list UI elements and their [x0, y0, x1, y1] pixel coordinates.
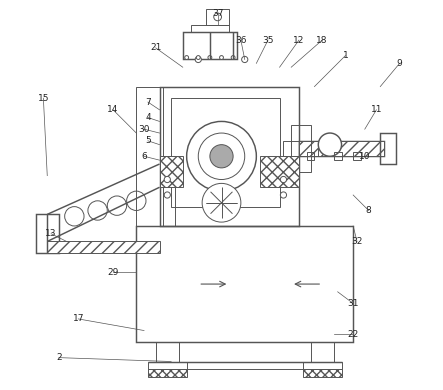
Text: 32: 32	[351, 237, 363, 246]
Bar	[206, 9, 229, 25]
Circle shape	[202, 183, 241, 222]
Text: 12: 12	[293, 35, 305, 44]
Circle shape	[208, 56, 212, 59]
Text: 35: 35	[262, 35, 274, 44]
Bar	[171, 98, 280, 207]
Text: 7: 7	[145, 98, 151, 106]
Text: 4: 4	[145, 113, 151, 122]
Circle shape	[220, 56, 223, 59]
Text: 9: 9	[397, 59, 403, 68]
Text: 13: 13	[45, 229, 57, 238]
Bar	[380, 133, 396, 164]
Text: 11: 11	[371, 105, 382, 114]
Text: 31: 31	[347, 299, 359, 308]
Bar	[47, 241, 159, 253]
Bar	[260, 156, 299, 187]
Bar	[291, 125, 311, 172]
Text: 37: 37	[212, 9, 223, 18]
Circle shape	[210, 145, 233, 168]
Circle shape	[127, 191, 146, 211]
Text: 15: 15	[38, 94, 49, 103]
Circle shape	[231, 56, 235, 59]
Circle shape	[214, 13, 222, 21]
Circle shape	[198, 133, 245, 179]
Text: 29: 29	[107, 268, 119, 277]
Circle shape	[195, 57, 202, 62]
Bar	[284, 141, 319, 156]
Circle shape	[164, 192, 171, 198]
Bar	[159, 156, 175, 226]
Text: 5: 5	[145, 136, 151, 145]
Bar	[307, 152, 315, 160]
Text: 14: 14	[107, 105, 119, 114]
Text: 8: 8	[366, 206, 372, 215]
Bar	[159, 156, 183, 187]
Text: 36: 36	[235, 35, 247, 44]
Bar	[303, 369, 342, 377]
Bar	[159, 87, 299, 226]
Circle shape	[280, 192, 287, 198]
Text: 6: 6	[141, 152, 147, 161]
Circle shape	[187, 121, 256, 191]
Circle shape	[107, 196, 127, 215]
Circle shape	[319, 133, 342, 156]
Bar	[303, 362, 342, 369]
Bar	[190, 25, 229, 32]
Text: 2: 2	[56, 353, 62, 362]
Bar	[334, 152, 342, 160]
Bar	[299, 141, 384, 156]
Circle shape	[241, 57, 248, 62]
Bar	[35, 215, 59, 253]
Bar	[136, 226, 353, 342]
Bar	[299, 141, 384, 156]
Circle shape	[164, 176, 171, 183]
Bar	[136, 87, 163, 226]
Text: 30: 30	[138, 125, 150, 134]
Circle shape	[280, 176, 287, 183]
Bar	[148, 369, 187, 377]
Bar	[311, 342, 334, 362]
Circle shape	[88, 201, 107, 220]
Circle shape	[196, 56, 200, 59]
Bar	[353, 152, 361, 160]
Text: 10: 10	[359, 152, 370, 161]
Text: 21: 21	[150, 43, 161, 52]
Bar	[155, 342, 179, 362]
Text: 22: 22	[347, 330, 359, 339]
Bar	[148, 362, 187, 369]
Bar	[183, 32, 237, 59]
Text: 1: 1	[342, 51, 348, 60]
Circle shape	[65, 207, 84, 226]
Text: 18: 18	[316, 35, 328, 44]
Text: 17: 17	[73, 314, 84, 323]
Circle shape	[185, 56, 189, 59]
